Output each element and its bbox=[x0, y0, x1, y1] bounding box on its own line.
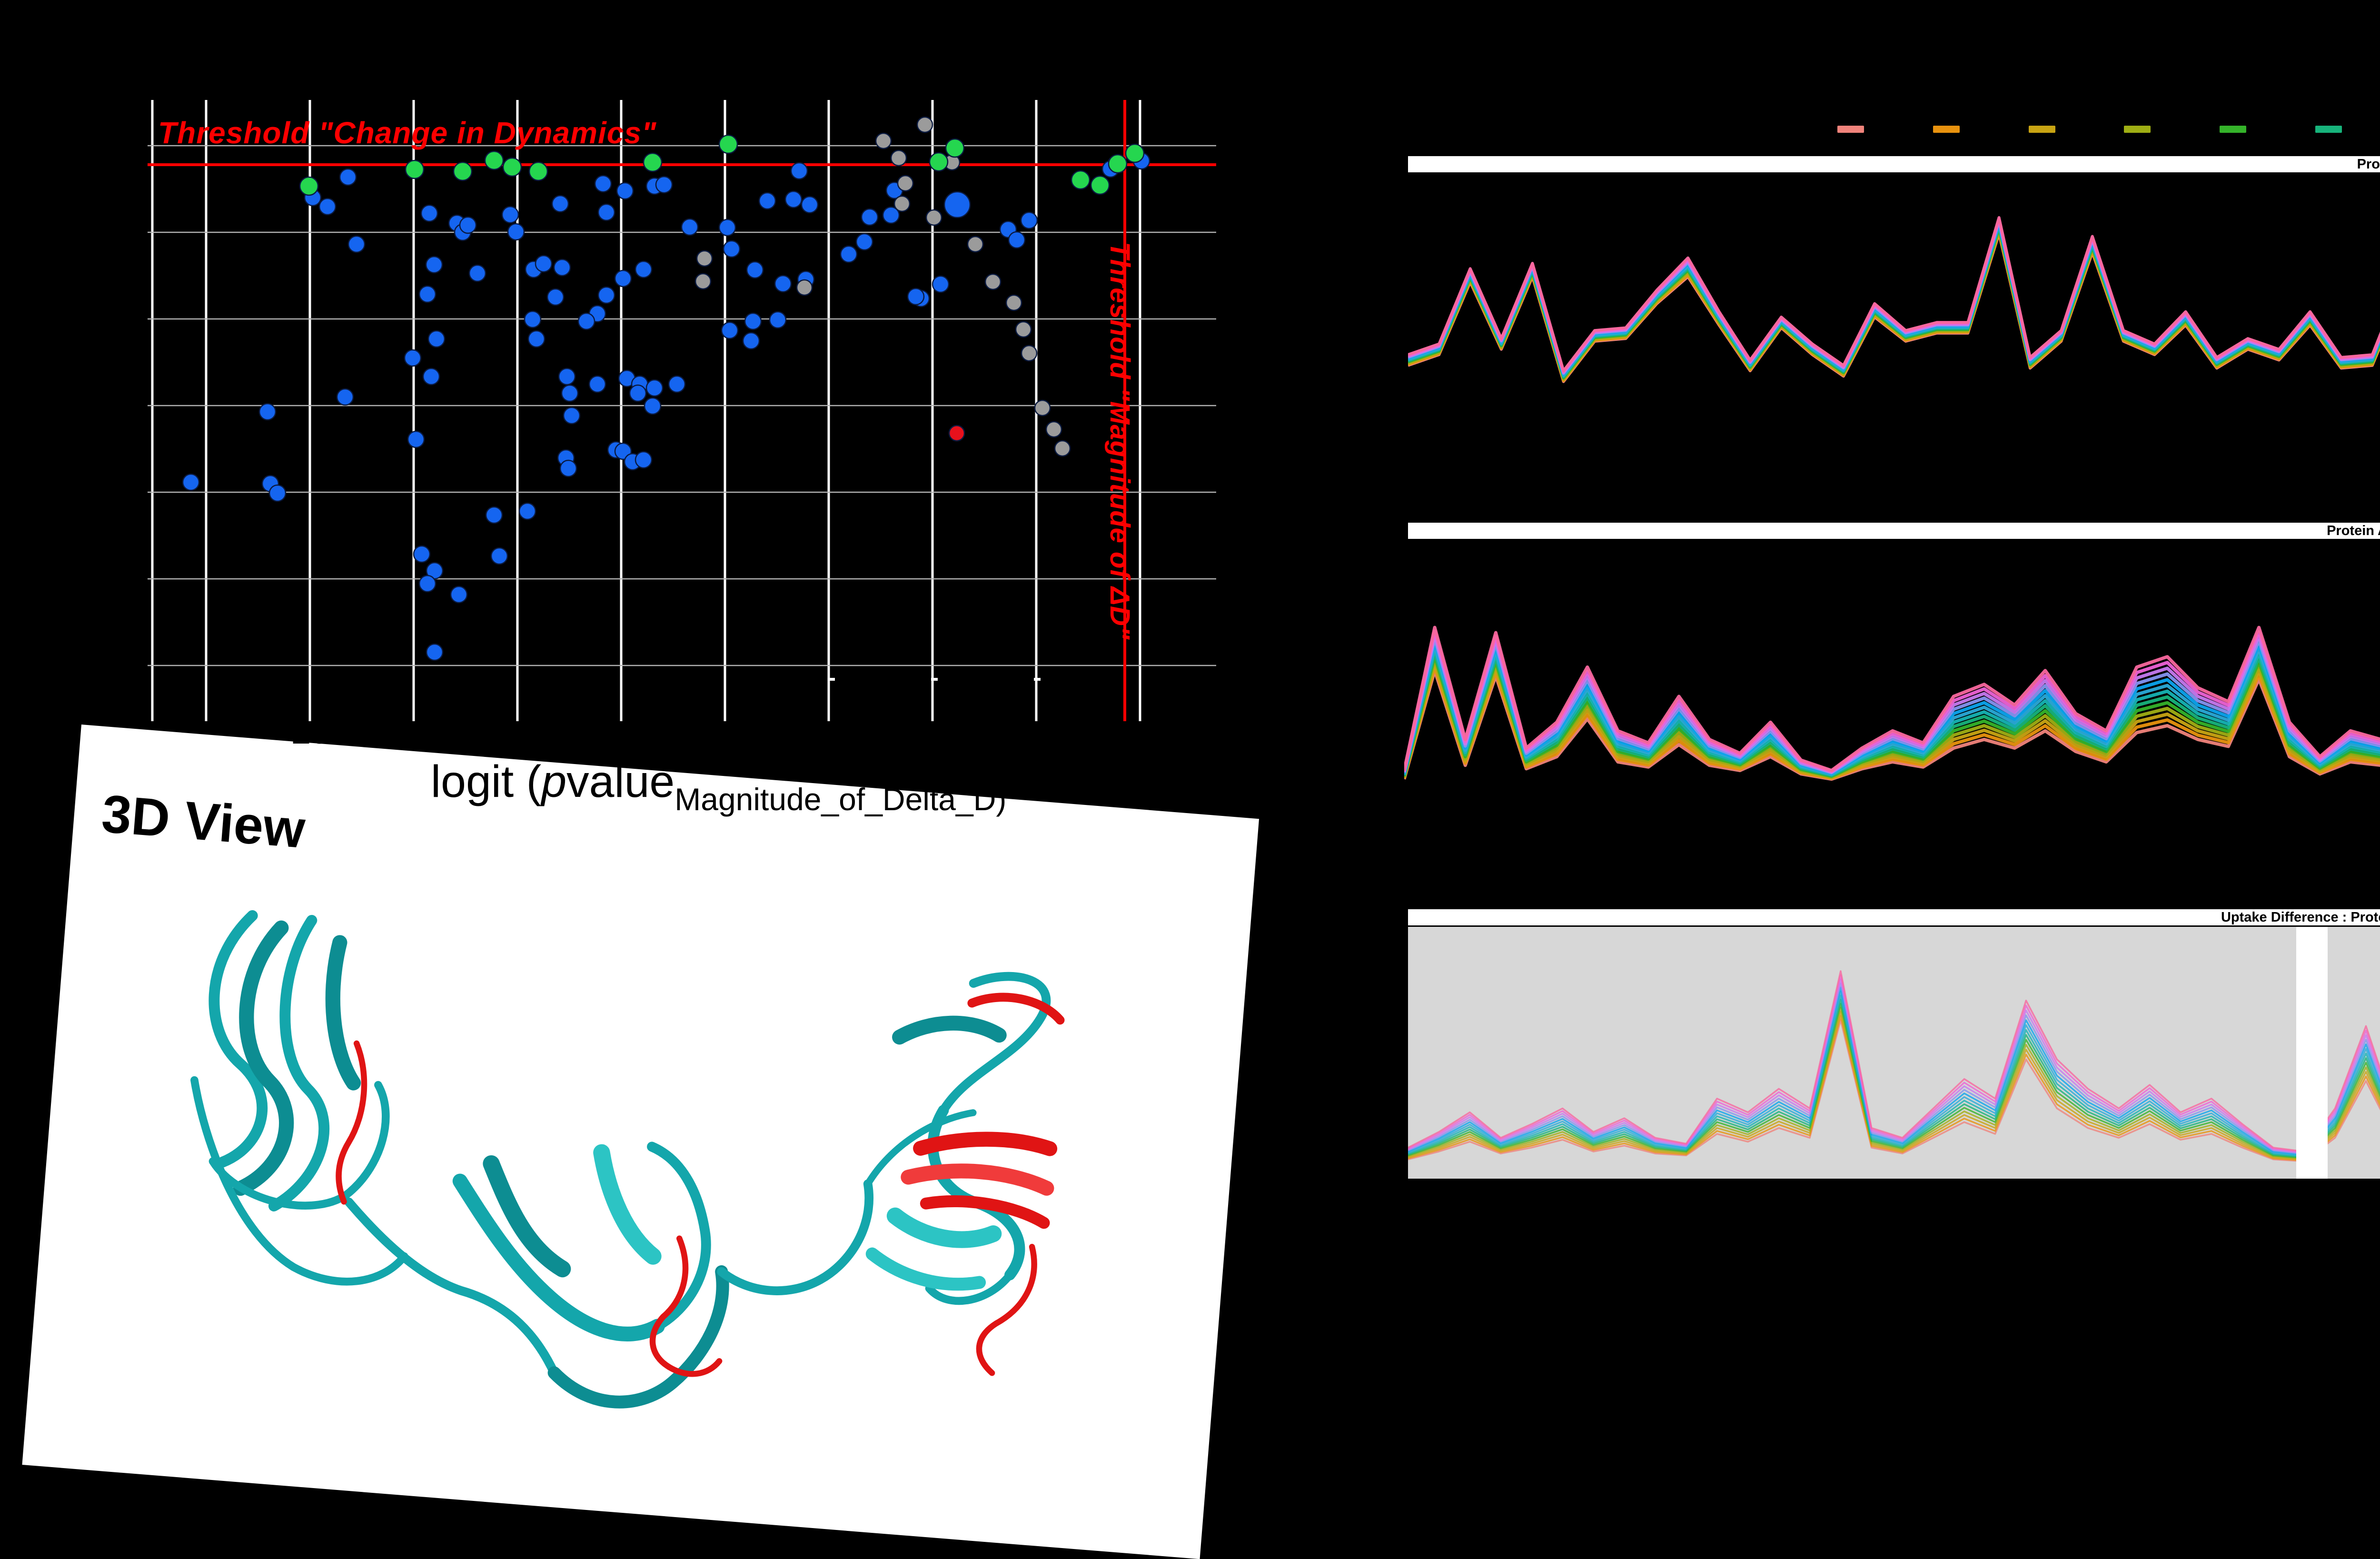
ribbon-strand-teal bbox=[208, 1081, 390, 1210]
ribbon-strand-teal bbox=[593, 1144, 662, 1265]
ribbon-strand-teal bbox=[325, 935, 361, 1091]
ribbon-strand-red bbox=[976, 1243, 1037, 1376]
ribbon-strand-teal bbox=[717, 1179, 874, 1295]
ribbon-strand-teal bbox=[865, 1247, 986, 1291]
ribbon-strand-red bbox=[920, 1195, 1050, 1229]
panel-title-bar-protein-a: Protein A bbox=[1408, 156, 2380, 172]
ribbon-strand-teal bbox=[483, 1155, 571, 1278]
clipped-tick-fragment bbox=[931, 678, 938, 681]
3d-view-card[interactable]: 3D View bbox=[22, 725, 1259, 1559]
ribbon-strand-red bbox=[901, 1163, 1054, 1196]
ribbon-strand-red bbox=[913, 1132, 1058, 1156]
ribbon-strand-teal bbox=[939, 972, 1051, 1115]
threshold-dynamics-label: Threshold "Change in Dynamics" bbox=[158, 116, 657, 150]
3d-view-title: 3D View bbox=[99, 784, 307, 859]
protein-ribbon bbox=[190, 910, 1065, 1409]
legend-dash-5[interactable] bbox=[2220, 126, 2247, 133]
ribbon-strand-teal bbox=[208, 910, 268, 1168]
x-axis-tick: -200 bbox=[280, 714, 348, 751]
legend-dash-2[interactable] bbox=[1933, 126, 1960, 133]
ribbon-strand-red bbox=[967, 993, 1065, 1025]
legend-dash-1[interactable] bbox=[1837, 126, 1864, 133]
ribbon-strand-teal bbox=[892, 1015, 1007, 1045]
panel-title-bar-protein-a-ligand: Protein A + Ligand bbox=[1408, 523, 2380, 539]
threshold-magnitude-label: Threshold "Magnitude of ΔD" bbox=[1104, 242, 1135, 640]
panel-title: Protein A + Ligand bbox=[2327, 523, 2380, 538]
panel-title: Uptake Difference : Protein A - (Protein… bbox=[2221, 909, 2380, 925]
legend-dash-6[interactable] bbox=[2315, 126, 2342, 133]
ribbon-strand-teal bbox=[864, 1109, 977, 1188]
ribbon-strand-teal bbox=[886, 1207, 1002, 1248]
clipped-tick-fragment bbox=[828, 678, 835, 681]
panel-title-bar-uptake-difference: Uptake Difference : Protein A - (Protein… bbox=[1408, 909, 2380, 925]
volcano-plot[interactable] bbox=[148, 100, 1216, 721]
selection-gap bbox=[2296, 927, 2328, 1179]
legend-dash-3[interactable] bbox=[2028, 126, 2055, 133]
ribbon-strand-teal bbox=[233, 920, 294, 1196]
uptake-chart-protein-a-ligand[interactable] bbox=[1404, 543, 2380, 900]
uptake-chart-protein-a[interactable] bbox=[1408, 176, 2380, 509]
ribbon-strand-teal bbox=[268, 914, 330, 1211]
x-axis-tick: -100 bbox=[1004, 714, 1071, 751]
timepoint-legend bbox=[1408, 122, 2380, 138]
x-axis-label: logit (pvalueMagnitude_of_Delta_D) bbox=[431, 756, 1007, 817]
uptake-difference-chart[interactable] bbox=[1408, 927, 2380, 1179]
clipped-tick-fragment bbox=[1034, 678, 1041, 681]
ribbon-strand-teal bbox=[190, 1076, 408, 1286]
panel-title: Protein A bbox=[2357, 156, 2380, 172]
legend-dash-4[interactable] bbox=[2124, 126, 2151, 133]
ribbon-strand-red bbox=[336, 1040, 367, 1205]
